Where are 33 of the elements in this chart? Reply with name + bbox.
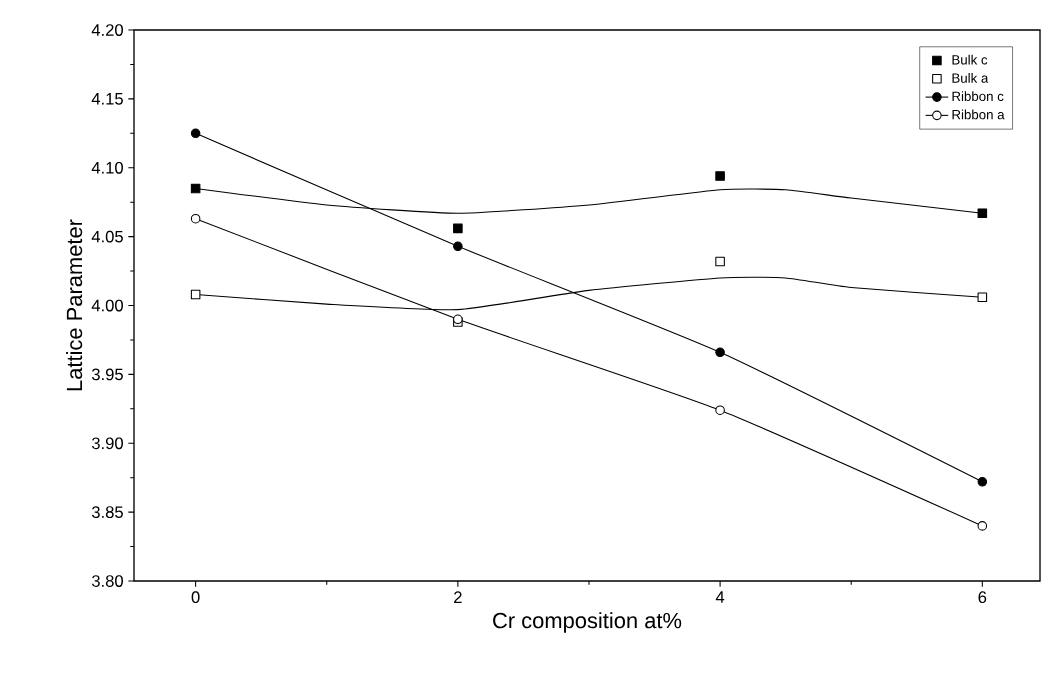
point bbox=[715, 171, 725, 181]
legend-label: Bulk c bbox=[952, 54, 988, 65]
point bbox=[977, 477, 988, 487]
y-tick-label: 4.05 bbox=[91, 230, 123, 243]
y-tick-label: 4.15 bbox=[91, 93, 123, 105]
x-tick-label: 2 bbox=[454, 591, 462, 603]
point bbox=[715, 347, 725, 358]
y-tick-label: 3.80 bbox=[91, 575, 123, 587]
point bbox=[977, 208, 988, 218]
point bbox=[190, 183, 201, 194]
point bbox=[977, 292, 988, 303]
y-tick-label: 3.85 bbox=[91, 506, 123, 519]
legend-label: Ribbon a bbox=[952, 109, 1005, 120]
x-tick-label: 6 bbox=[978, 591, 987, 604]
x-axis-title: Cr composition at% bbox=[493, 612, 682, 633]
point bbox=[190, 213, 201, 224]
y-axis-title: Lattice Parameter bbox=[66, 219, 83, 391]
x-tick-label: 0 bbox=[191, 591, 200, 604]
x-tick-label: 4 bbox=[715, 591, 725, 603]
y-tick-label: 4.20 bbox=[91, 24, 123, 36]
point bbox=[715, 405, 725, 415]
point bbox=[190, 128, 201, 139]
point bbox=[977, 521, 988, 531]
point bbox=[453, 223, 463, 234]
y-tick-label: 4.10 bbox=[91, 161, 123, 174]
point bbox=[715, 256, 725, 267]
y-tick-label: 4.00 bbox=[91, 299, 123, 312]
point bbox=[453, 241, 463, 252]
legend-label: Ribbon c bbox=[952, 91, 1004, 102]
y-tick-label: 3.95 bbox=[91, 368, 123, 381]
y-tick-label: 3.90 bbox=[91, 437, 123, 450]
point bbox=[190, 289, 201, 300]
legend-label: Bulk a bbox=[952, 73, 989, 83]
